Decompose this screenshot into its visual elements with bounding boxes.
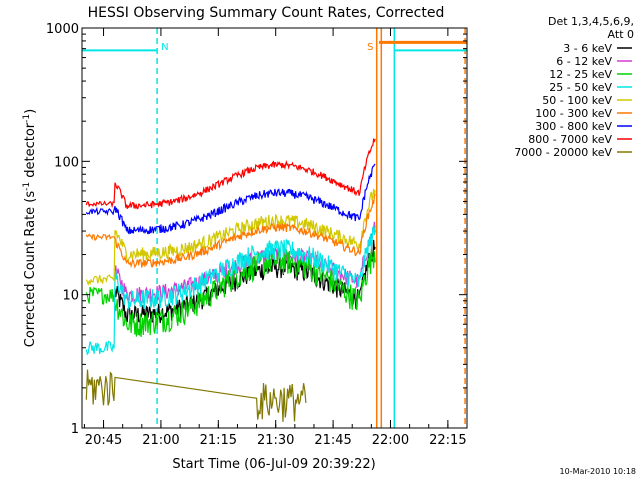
series-7 xyxy=(85,137,376,210)
timestamp: 10-Mar-2010 10:18 xyxy=(560,467,637,476)
y-tick-label: 10 xyxy=(62,289,79,304)
legend-label: 50 - 100 keV xyxy=(542,94,612,107)
y-axis-label-part-2: detector xyxy=(23,122,38,182)
plot-frame xyxy=(81,27,468,429)
x-tick-label: 21:15 xyxy=(200,433,237,448)
legend-label: 12 - 25 keV xyxy=(549,68,612,81)
x-tick-label: 20:45 xyxy=(85,433,122,448)
y-axis-label: Corrected Count Rate (s-1 detector-1) xyxy=(22,109,38,347)
x-tick-label: 21:45 xyxy=(314,433,351,448)
legend-label: 3 - 6 keV xyxy=(563,42,612,55)
x-tick-label: 21:30 xyxy=(257,433,294,448)
legend-label: 300 - 800 keV xyxy=(535,120,612,133)
x-tick-label: 22:15 xyxy=(429,433,466,448)
legend-label: 7000 - 20000 keV xyxy=(514,146,612,159)
y-axis-label-superscript-1: -1 xyxy=(22,182,32,191)
series-6 xyxy=(85,163,376,235)
x-tick-label: 22:00 xyxy=(372,433,409,448)
annotation-N: N xyxy=(161,42,168,53)
series-8 xyxy=(85,369,307,422)
legend-label: 6 - 12 keV xyxy=(556,55,612,68)
chart-title: HESSI Observing Summary Count Rates, Cor… xyxy=(88,5,445,21)
y-tick-label: 1 xyxy=(71,422,79,437)
axis-layer: 20:45 21:00 21:15 21:30 21:45 22:00 22:15 1 10 10… xyxy=(46,22,468,448)
legend-label: 800 - 7000 keV xyxy=(528,133,612,146)
y-axis-label-part-1: Corrected Count Rate (s xyxy=(23,191,38,348)
legend-header-line-2: Att 0 xyxy=(608,28,634,41)
legend-label: 25 - 50 keV xyxy=(549,81,612,94)
x-axis-label: Start Time (06-Jul-09 20:39:22) xyxy=(172,457,375,472)
series-3 xyxy=(85,225,376,356)
legend-label: 100 - 300 keV xyxy=(535,107,612,120)
x-tick-label: 21:00 xyxy=(142,433,179,448)
y-axis-label-superscript-2: -1 xyxy=(22,114,32,123)
y-tick-label: 1000 xyxy=(46,22,79,37)
y-axis-label-part-3: ) xyxy=(23,109,38,114)
series-5 xyxy=(85,193,376,269)
annotation-S: S xyxy=(367,42,373,53)
y-tick-label: 100 xyxy=(54,155,79,170)
legend-header-line-1: Det 1,3,4,5,6,9, xyxy=(548,15,634,28)
